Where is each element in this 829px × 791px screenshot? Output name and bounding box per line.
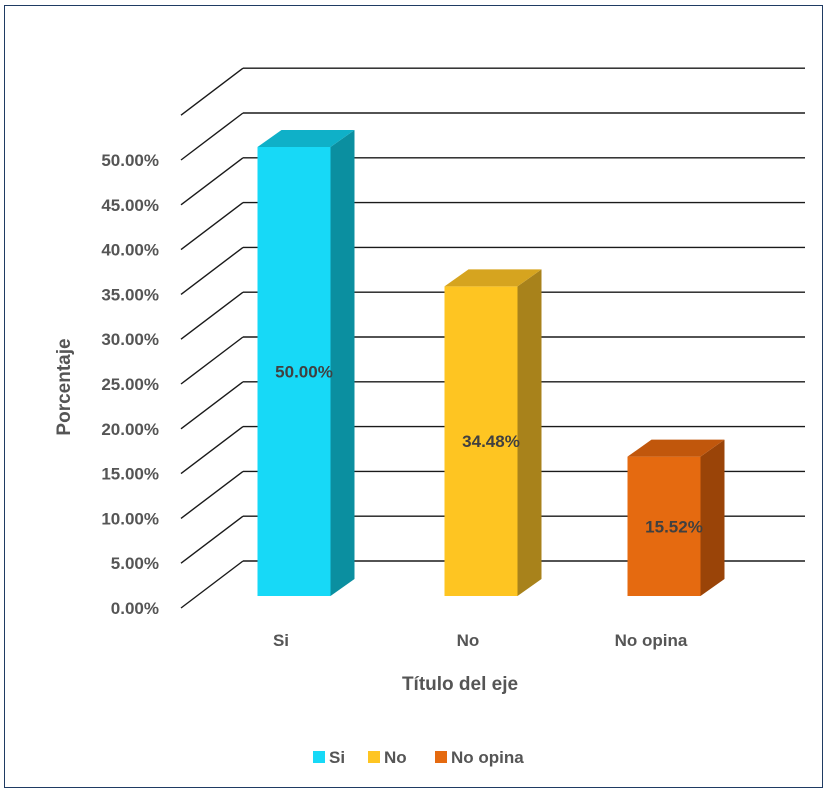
gridline-diagonal: [180, 336, 244, 385]
data-labels: 50.00% 34.48% 15.52%: [275, 363, 703, 537]
bar-front-no: [444, 286, 518, 596]
gridline-diagonal: [180, 291, 244, 340]
bar-top: [444, 269, 542, 287]
legend: Si No No opina: [313, 748, 524, 767]
y-tick-label: 10.00%: [101, 509, 159, 528]
legend-swatch: [368, 751, 380, 763]
bar-side: [517, 269, 542, 596]
gridline-diagonal: [180, 112, 244, 161]
y-tick-label: 35.00%: [101, 285, 159, 304]
gridline-diagonal: [180, 381, 244, 430]
data-label: 50.00%: [275, 363, 333, 382]
gridline-diagonal: [180, 202, 244, 251]
bar-front-no-opina: [627, 456, 701, 596]
bar-top: [627, 439, 725, 457]
data-label: 34.48%: [462, 432, 520, 451]
gridline-diagonal: [180, 560, 244, 609]
bar-side: [330, 130, 355, 596]
y-tick-label: 40.00%: [101, 241, 159, 260]
gridline-diagonal: [180, 426, 244, 475]
legend-swatch: [313, 751, 325, 763]
category-label: No opina: [615, 631, 688, 650]
legend-swatch: [435, 751, 447, 763]
y-tick-label: 20.00%: [101, 420, 159, 439]
legend-label: No: [384, 748, 407, 767]
y-tick-label: 0.00%: [111, 599, 159, 618]
bar-top: [257, 130, 355, 147]
bar-front-si: [257, 147, 331, 596]
bars: [257, 130, 725, 596]
gridline-diagonal: [180, 470, 244, 519]
y-axis-title: Porcentaje: [54, 338, 75, 435]
gridline-diagonal: [180, 515, 244, 564]
category-labels: Si No No opina: [273, 631, 688, 650]
y-tick-label: 25.00%: [101, 375, 159, 394]
gridline-diagonal: [180, 246, 244, 295]
x-axis-title: Título del eje: [402, 674, 518, 695]
y-tick-label: 30.00%: [101, 330, 159, 349]
y-tick-label: 15.00%: [101, 465, 159, 484]
y-tick-label: 45.00%: [101, 196, 159, 215]
y-tick-label: 5.00%: [111, 554, 159, 573]
y-tick-labels: 0.00% 5.00% 10.00% 15.00% 20.00% 25.00% 30.00%…: [101, 151, 159, 618]
gridline-diagonal: [180, 157, 244, 206]
legend-label: Si: [329, 748, 345, 767]
y-tick-label: 50.00%: [101, 151, 159, 170]
data-label: 15.52%: [645, 517, 703, 536]
bar-side: [700, 439, 725, 596]
category-label: Si: [273, 631, 289, 650]
chart-frame: [4, 5, 823, 788]
legend-label: No opina: [451, 748, 524, 767]
gridline-diagonal: [180, 67, 244, 116]
category-label: No: [457, 631, 480, 650]
